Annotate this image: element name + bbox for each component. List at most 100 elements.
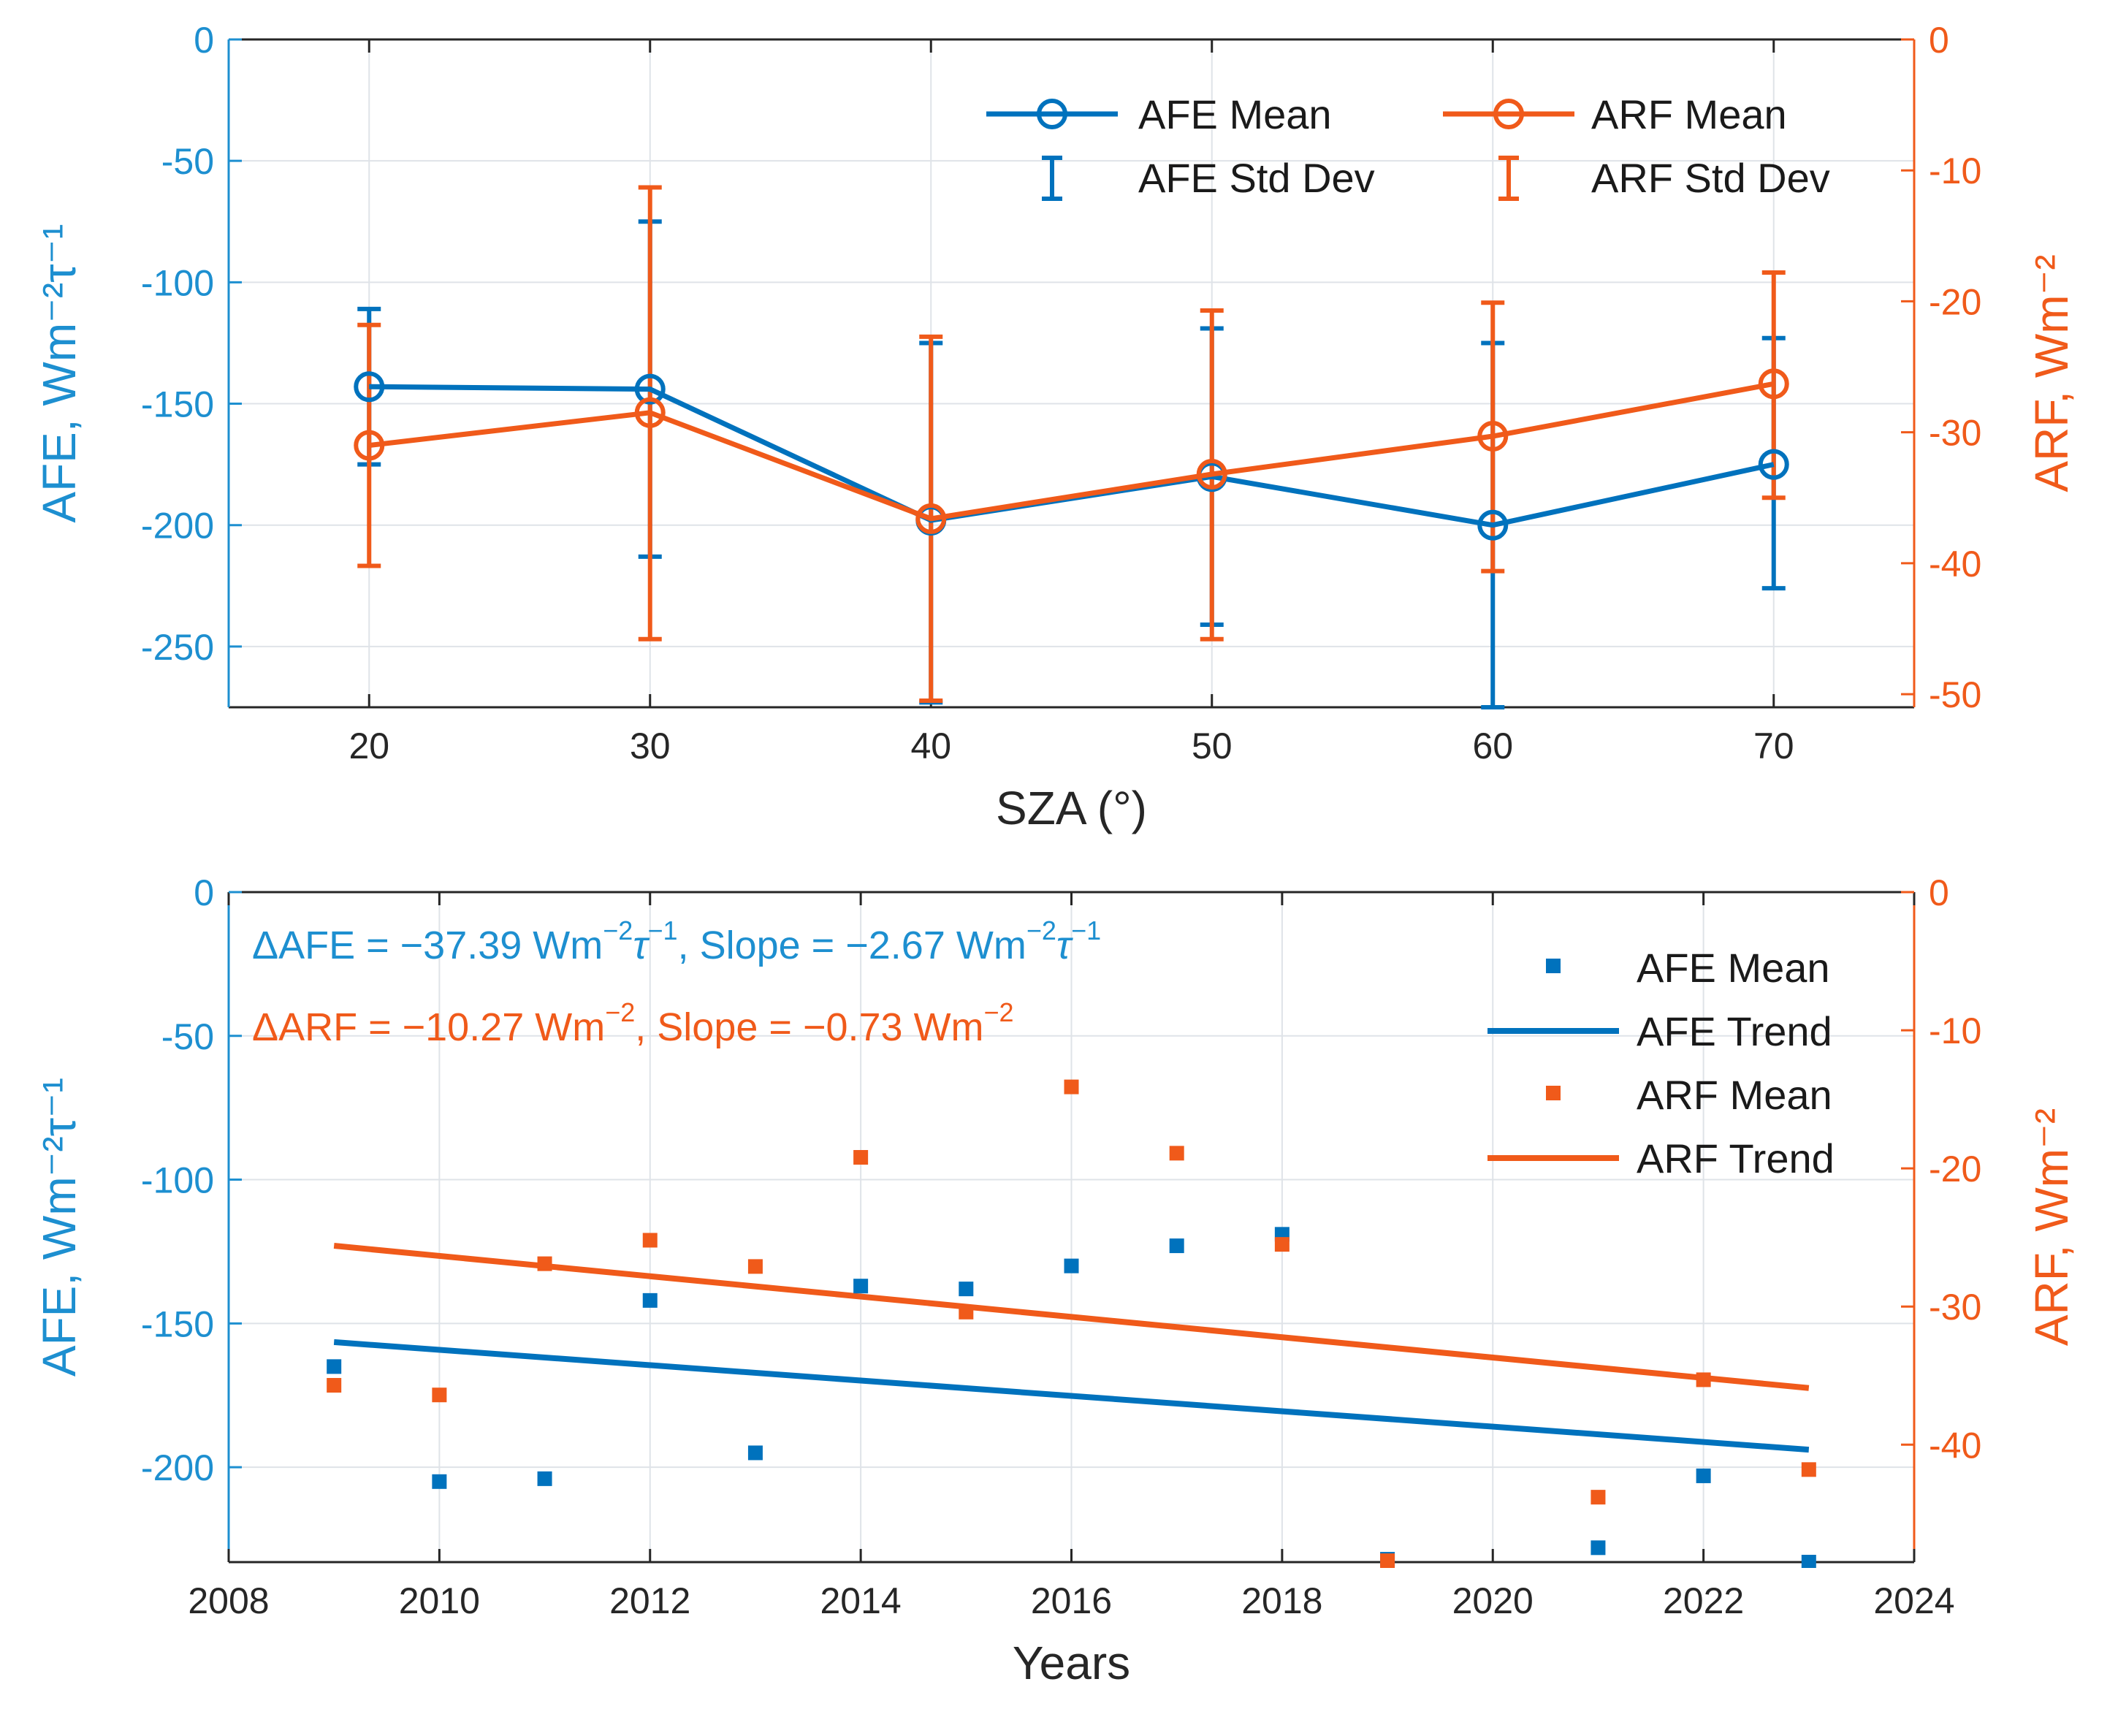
chart-1-y-left-axis-label: AFE, Wm⁻²τ⁻¹ <box>33 1078 85 1377</box>
text-span: −1 <box>1071 915 1101 945</box>
chart-1-x-tick-label: 2020 <box>1452 1580 1534 1621</box>
chart-0-y-right-tick-label: 0 <box>1929 20 1949 61</box>
chart-1-x-tick-label: 2018 <box>1241 1580 1322 1621</box>
chart-1-afe-mean-point <box>959 1282 974 1297</box>
chart-1-y-left-tick-label: -200 <box>141 1447 214 1488</box>
chart-1-arf-trend-line <box>333 1243 1810 1391</box>
chart-0-x-tick-label: 20 <box>348 726 389 766</box>
chart-0-arf-mean-point <box>1477 421 1509 452</box>
chart-1-arf-mean-point <box>537 1256 552 1271</box>
text-span: τ <box>1056 924 1073 967</box>
chart-1-legend-afe-trend-label: AFE Trend <box>1637 1008 1832 1054</box>
chart-1-y-right-tick-label: 0 <box>1929 872 1949 913</box>
chart-0-arf-mean-point <box>915 503 947 534</box>
chart-0-y-left-axis-label-group: AFE, Wm⁻²τ⁻¹ <box>33 224 85 522</box>
chart-0-arf-mean-point <box>354 430 385 461</box>
chart-0-y-right-tick-label: -50 <box>1929 674 1981 715</box>
chart-0-y-left-tick-label: -50 <box>161 141 214 182</box>
chart-0-legend-afe-std-label: AFE Std Dev <box>1138 155 1375 201</box>
chart-1-x-tick-label: 2022 <box>1663 1580 1744 1621</box>
chart-0-y-left-tick-label: 0 <box>194 20 214 61</box>
chart-1-x-tick-label: 2010 <box>399 1580 480 1621</box>
chart-1-y-left-axis-label-group: AFE, Wm⁻²τ⁻¹ <box>33 1078 85 1377</box>
text-span: −1 <box>648 915 678 945</box>
chart-1-arf-mean-point <box>1591 1490 1606 1505</box>
chart-1-y-right-tick-label: -30 <box>1929 1287 1981 1328</box>
chart-0-y-left-axis-label: AFE, Wm⁻²τ⁻¹ <box>33 224 85 522</box>
chart-1-arf-mean-point <box>853 1150 869 1165</box>
chart-1-legend-arf-trend-label: ARF Trend <box>1637 1135 1835 1181</box>
chart-1-y-left-tick-label: -150 <box>141 1303 214 1344</box>
chart-0-legend-arf-mean-label: ARF Mean <box>1591 91 1787 137</box>
chart-1-afe-trend-line <box>333 1339 1810 1453</box>
chart-0-y-right-tick-label: -30 <box>1929 413 1981 454</box>
chart-1-arf-mean-point <box>747 1259 763 1274</box>
chart-1-afe-mean-point <box>1064 1258 1079 1274</box>
chart-1-y-right-axis-label: ARF, Wm⁻² <box>2025 1108 2078 1346</box>
chart-0-y-right-label-group: ARF, Wm⁻² <box>2025 254 2078 492</box>
text-span: τ <box>633 924 650 967</box>
chart-1-legend-afe-mean-marker <box>1546 959 1561 973</box>
text-span: −2 <box>605 997 635 1027</box>
chart-1-arf-mean-point <box>327 1377 342 1393</box>
chart-0-afe-mean-point <box>1758 449 1789 480</box>
chart-0-arf-mean-point <box>1758 368 1789 400</box>
chart-1-afe-mean-point <box>1801 1555 1816 1568</box>
chart-1-y-left-tick-label: -100 <box>141 1160 214 1201</box>
chart-1-x-axis-label: Years <box>1013 1637 1130 1689</box>
chart-1-arf-mean-point <box>432 1387 447 1403</box>
chart-1-arf-mean-point <box>1274 1237 1290 1252</box>
text-span: , Slope = −0.73 Wm <box>635 1005 983 1049</box>
chart-1-afe-mean-point <box>1169 1238 1184 1254</box>
chart-1-afe-mean-point <box>1591 1540 1606 1556</box>
chart-0-afe-mean-point <box>1477 509 1509 541</box>
text-span: ΔAFE = −37.39 Wm <box>252 924 603 967</box>
chart-1-arf-mean-point <box>959 1304 974 1320</box>
chart-0-arf-mean-point <box>1196 458 1227 490</box>
chart-1-arf-mean-point <box>1064 1079 1079 1094</box>
chart-1-annotation-arf: ΔARF = −10.27 Wm−2, Slope = −0.73 Wm−2 <box>252 997 1014 1049</box>
text-span: , Slope = −2.67 Wm <box>678 924 1026 967</box>
chart-0-legend-afe-mean-label: AFE Mean <box>1138 91 1332 137</box>
chart-1-afe-mean-point <box>853 1279 869 1294</box>
chart-1-afe-mean-point <box>432 1474 447 1489</box>
chart-1-legend-arf-mean-marker <box>1546 1086 1561 1100</box>
chart-1-arf-mean-point <box>1380 1553 1395 1568</box>
chart-1-y-right-tick-label: -20 <box>1929 1149 1981 1189</box>
text-span: −2 <box>984 997 1014 1027</box>
chart-1-afe-mean-point <box>327 1359 342 1374</box>
text-span: −2 <box>603 915 633 945</box>
chart-1-afe-mean-point <box>642 1293 658 1308</box>
chart-1-y-left-tick-label: 0 <box>194 872 214 913</box>
chart-0-legend-arf-mean-marker <box>1493 99 1524 129</box>
chart-1-afe-mean-point <box>747 1445 763 1461</box>
chart-1-x-tick-label: 2012 <box>609 1580 690 1621</box>
chart-1-x-tick-label: 2008 <box>188 1580 269 1621</box>
chart-0-y-right-tick-label: -20 <box>1929 281 1981 322</box>
chart-1-y-right-tick-label: -40 <box>1929 1425 1981 1466</box>
chart-0-x-tick-label: 70 <box>1753 726 1794 766</box>
chart-1-arf-mean-point <box>1801 1462 1816 1477</box>
chart-1-x-tick-label: 2016 <box>1031 1580 1112 1621</box>
chart-0-y-left-tick-label: -100 <box>141 262 214 303</box>
chart-0-y-right-axis-label: ARF, Wm⁻² <box>2025 254 2078 492</box>
chart-1-y-right-label-group: ARF, Wm⁻² <box>2025 1108 2078 1346</box>
chart-1-arf-mean-point <box>642 1233 658 1248</box>
chart-0-plot-area <box>354 185 1789 709</box>
chart-0-x-tick-label: 60 <box>1472 726 1513 766</box>
chart-0-arf-mean-line <box>368 381 1775 522</box>
chart-0-afe-mean-point <box>354 371 385 403</box>
chart-0-arf-mean-point <box>634 397 666 428</box>
text-span: ΔARF = −10.27 Wm <box>252 1005 605 1049</box>
chart-1-plot-area <box>327 1079 1816 1568</box>
chart-0-x-tick-label: 50 <box>1192 726 1233 766</box>
chart-1-annotation-afe: ΔAFE = −37.39 Wm−2τ−1, Slope = −2.67 Wm−… <box>252 915 1101 967</box>
chart-1-legend-afe-mean-label: AFE Mean <box>1637 945 1830 991</box>
chart-1-y-right-tick-label: -10 <box>1929 1010 1981 1051</box>
chart-0-y-left-tick-label: -200 <box>141 506 214 547</box>
chart-0-legend-arf-std-label: ARF Std Dev <box>1591 155 1830 201</box>
chart-0-x-axis-label: SZA (°) <box>996 782 1147 834</box>
chart-1-x-tick-label: 2024 <box>1873 1580 1954 1621</box>
text-span: −2 <box>1026 915 1056 945</box>
